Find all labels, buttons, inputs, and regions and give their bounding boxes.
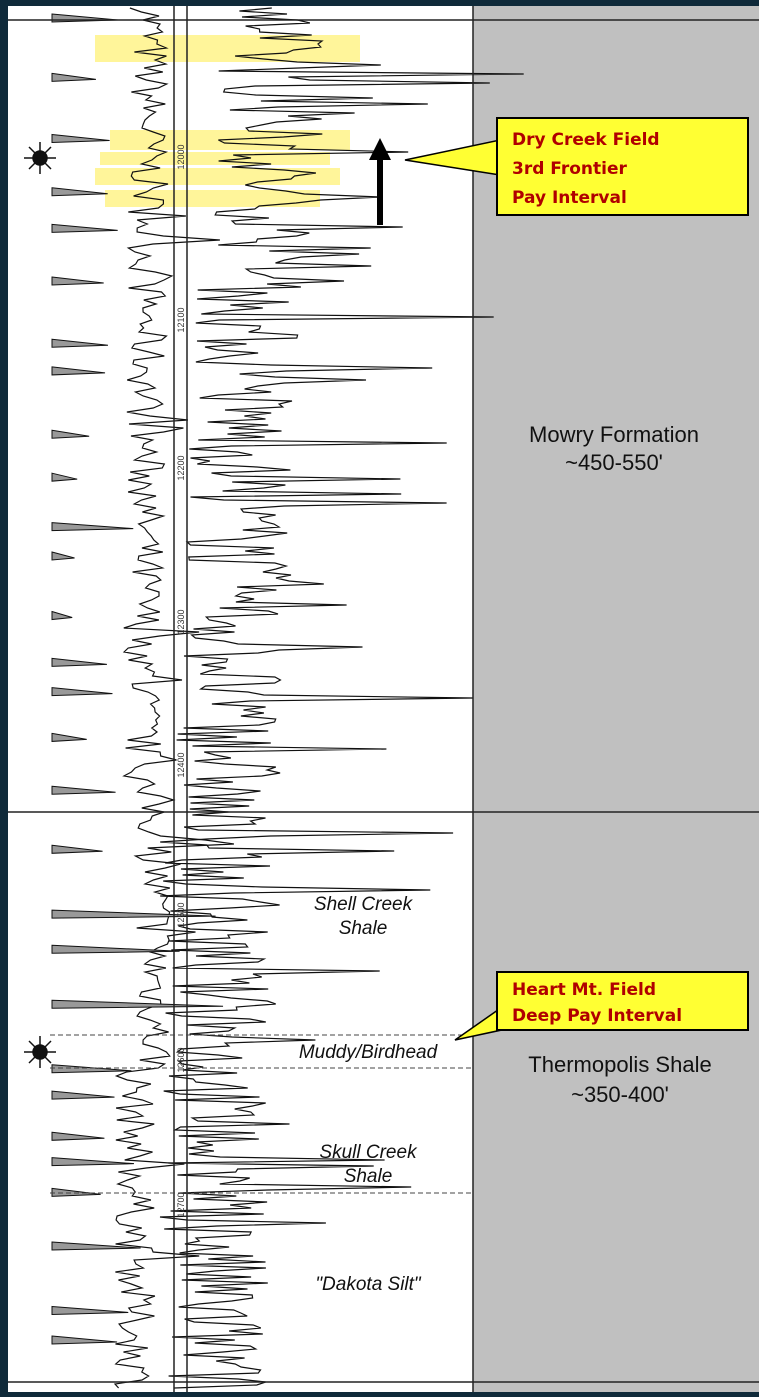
spike: [51, 657, 107, 667]
formation-label: Thermopolis Shale: [528, 1052, 711, 1077]
pay-band: [95, 35, 360, 62]
arrow-head: [369, 138, 391, 160]
frame-lines: [8, 6, 759, 1392]
up-arrow: [369, 138, 391, 225]
depth-label: 12100: [176, 307, 186, 332]
spike: [51, 732, 87, 742]
spike: [51, 223, 118, 233]
unit-label: Shale: [344, 1166, 393, 1187]
formation-label: ~350-400': [571, 1082, 669, 1107]
depth-label: 12700: [176, 1192, 186, 1217]
spike: [51, 133, 110, 143]
spike: [51, 551, 75, 561]
spike: [51, 1187, 101, 1197]
depth-label: 12200: [176, 455, 186, 480]
spike: [51, 1157, 135, 1167]
spike: [51, 944, 180, 954]
callout-text: Pay Interval: [512, 188, 627, 208]
unit-label: Muddy/Birdhead: [299, 1042, 439, 1063]
depth-label: 12300: [176, 609, 186, 634]
spike: [51, 522, 134, 532]
spike: [51, 999, 224, 1009]
spike: [51, 1131, 105, 1141]
depth-labels: 12000 12100 12200 12300 12400 12500 12600 12700: [176, 144, 186, 1217]
callout-text: Dry Creek Field: [512, 130, 660, 150]
star-rays: [24, 142, 56, 174]
spike: [51, 429, 90, 439]
spike: [51, 472, 78, 482]
spike: [51, 687, 113, 697]
spike: [51, 338, 109, 348]
spike: [51, 610, 73, 621]
formation-panel: [473, 6, 759, 1392]
spike: [51, 785, 116, 795]
formation-label: ~450-550': [565, 450, 663, 475]
unit-label: Shale: [339, 918, 388, 939]
spike: [51, 1241, 141, 1251]
spike: [51, 844, 103, 854]
callout-text: 3rd Frontier: [512, 159, 627, 179]
spike: [51, 1335, 118, 1345]
star-marker: [24, 142, 56, 1068]
depth-label: 12400: [176, 752, 186, 777]
depth-label: 12000: [176, 144, 186, 169]
spike: [51, 276, 104, 286]
depth-label: 12500: [176, 902, 186, 927]
spike: [51, 187, 108, 197]
callout-box: [496, 117, 749, 216]
unit-label: Shell Creek: [314, 894, 414, 915]
unit-label: Skull Creek: [319, 1142, 418, 1163]
gamma-curve: [113, 7, 234, 1389]
callout: Heart Mt. Field Deep Pay Interval: [454, 971, 749, 1041]
depth-label: 12600: [176, 1047, 186, 1072]
formation-label: Mowry Formation: [529, 422, 699, 447]
pay-band: [105, 190, 320, 207]
log-curves: [51, 7, 524, 1389]
unit-label: "Dakota Silt": [315, 1274, 422, 1295]
spike: [51, 72, 96, 82]
spike: [51, 366, 106, 376]
spike: [51, 1090, 115, 1100]
callout-box: [496, 971, 749, 1031]
spike: [51, 1305, 129, 1315]
pay-band: [95, 168, 340, 185]
star-rays: [24, 1036, 56, 1068]
callout-text: Heart Mt. Field: [512, 980, 656, 1000]
callout-text: Deep Pay Interval: [512, 1006, 682, 1026]
callout: Dry Creek Field 3rd Frontier Pay Interva…: [404, 117, 749, 216]
unit-boundaries: [50, 1034, 472, 1194]
